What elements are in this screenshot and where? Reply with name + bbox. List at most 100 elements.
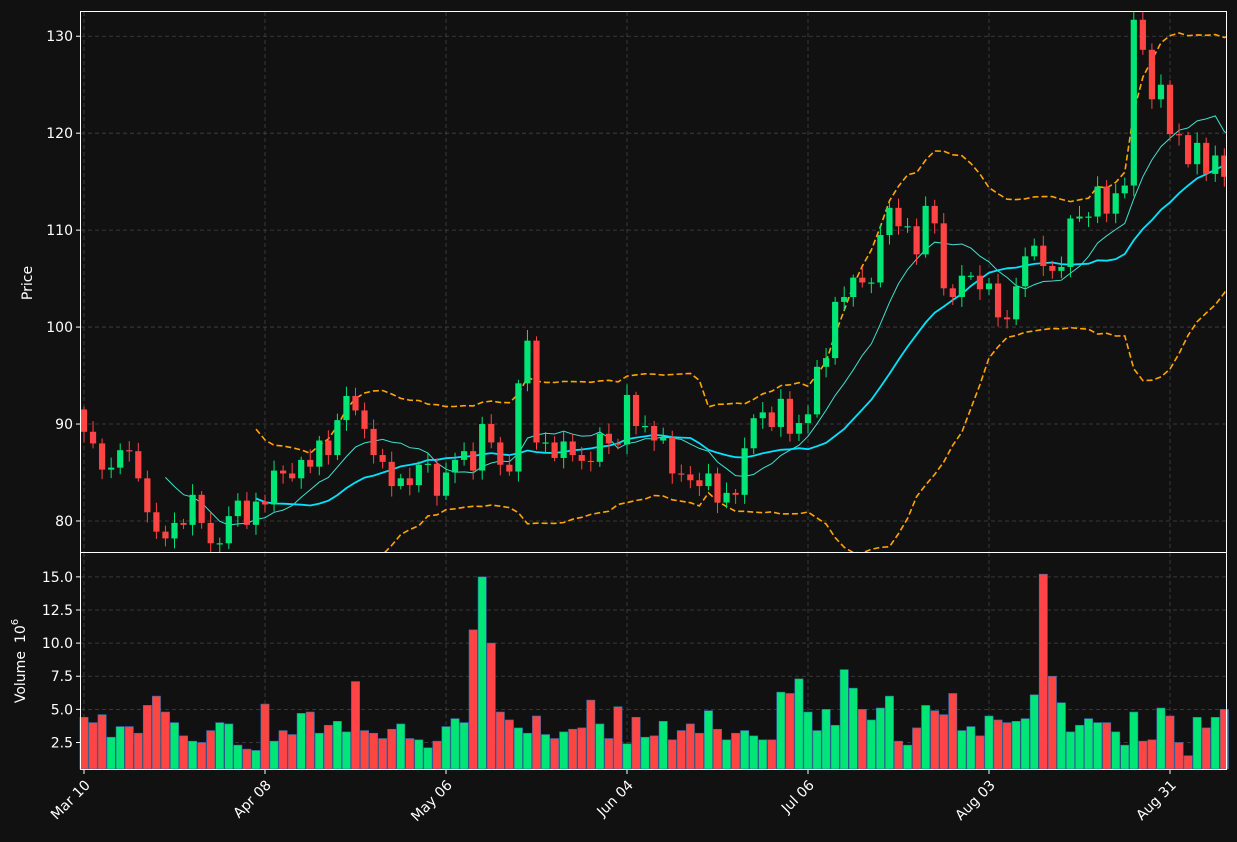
volume-bar	[378, 738, 388, 770]
volume-bar	[785, 693, 795, 770]
candle-body	[515, 383, 522, 472]
volume-y-tick-label: 12.5	[42, 603, 73, 619]
price-y-tick-label: 80	[55, 514, 73, 530]
candle-body	[415, 464, 422, 486]
candle-body	[1076, 216, 1083, 219]
volume-bar	[586, 699, 596, 770]
volume-label-exponent: 6	[10, 619, 21, 625]
volume-bar	[694, 732, 704, 770]
candle-body	[1139, 19, 1146, 50]
candle-body	[234, 500, 241, 517]
candle-body	[596, 433, 603, 462]
candle-body	[1166, 84, 1174, 135]
volume-bar	[278, 730, 288, 770]
candle-body	[1022, 256, 1029, 287]
volume-bar	[939, 714, 949, 770]
volume-bar	[206, 730, 216, 770]
candle-body	[841, 297, 848, 302]
candle-body	[270, 470, 278, 505]
volume-bar	[1020, 718, 1030, 770]
candle-body	[334, 420, 341, 456]
volume-panel-frame	[80, 552, 1227, 770]
volume-bar	[305, 711, 315, 770]
candle-body	[361, 410, 368, 429]
candle-body	[1085, 216, 1092, 218]
candle-body	[524, 340, 531, 384]
volume-bar	[1147, 739, 1157, 770]
price-y-axis: 80 90 100 110 120 130	[46, 29, 81, 530]
candle-body	[207, 522, 214, 544]
candle-body	[795, 423, 803, 434]
bollinger-bands	[255, 32, 1226, 552]
volume-bar	[568, 728, 578, 770]
volume-bar	[767, 739, 777, 770]
volume-bar	[170, 722, 179, 770]
candle-body	[976, 275, 984, 290]
volume-y-tick-label: 7.5	[51, 669, 73, 685]
volume-bar	[704, 710, 713, 770]
candle-body	[605, 433, 612, 444]
candle-body	[804, 414, 812, 424]
volume-bar	[197, 742, 207, 770]
volume-bar	[106, 736, 116, 770]
volume-bar	[242, 748, 252, 770]
volume-bar	[1138, 740, 1148, 770]
candle-body	[117, 450, 124, 468]
volume-bar	[215, 722, 225, 770]
candle-body	[587, 460, 594, 463]
volume-y-tick-label: 2.5	[51, 735, 73, 751]
volume-bar	[667, 739, 677, 770]
volume-bar	[1002, 722, 1012, 770]
candle-body	[352, 395, 359, 411]
volume-bar	[1201, 727, 1211, 770]
candle-body	[958, 275, 965, 298]
volume-bar	[912, 727, 922, 770]
candle-body	[325, 440, 332, 456]
candle-body	[660, 437, 667, 441]
volume-bar	[758, 739, 768, 770]
volume-bar	[930, 710, 940, 770]
volume-bar	[142, 705, 152, 770]
candle-body	[343, 395, 350, 421]
volume-bar	[179, 735, 188, 770]
candle-body	[135, 451, 142, 479]
candle-body	[307, 459, 314, 467]
volume-bar	[984, 715, 994, 770]
volume-bar	[1192, 717, 1202, 770]
volume-bar	[894, 740, 903, 770]
volume-bar	[1183, 755, 1193, 770]
candle-body	[1203, 142, 1210, 174]
candle-body	[1221, 155, 1226, 177]
candles	[81, 12, 1226, 552]
volume-bar	[885, 695, 894, 770]
volume-bar	[1174, 742, 1184, 770]
price-y-tick-label: 120	[46, 126, 73, 142]
candle-body	[379, 455, 386, 462]
candle-body	[216, 543, 223, 545]
candle-body	[1004, 317, 1011, 320]
candle-body	[759, 412, 766, 419]
candle-body	[1175, 134, 1183, 136]
ma-slow-line	[255, 162, 1226, 507]
candle-body	[850, 277, 857, 298]
candle-body	[1058, 266, 1065, 271]
candle-body	[632, 394, 640, 426]
volume-bar	[1129, 711, 1139, 770]
price-y-tick-label: 90	[55, 417, 73, 433]
volume-bar	[1093, 722, 1103, 770]
volume-bar	[821, 709, 831, 770]
volume-bar	[459, 722, 469, 770]
candle-body	[280, 470, 287, 474]
candle-body	[678, 473, 685, 475]
volume-bar	[233, 744, 243, 770]
volume-bar	[468, 629, 478, 770]
volume-bar	[740, 730, 750, 770]
candle-body	[289, 473, 296, 479]
price-y-tick-label: 130	[46, 29, 73, 45]
volume-bar	[1029, 694, 1039, 770]
candle-body	[153, 512, 160, 532]
candle-body	[442, 472, 450, 496]
volume-bar	[323, 724, 333, 770]
volume-bar	[296, 713, 306, 770]
